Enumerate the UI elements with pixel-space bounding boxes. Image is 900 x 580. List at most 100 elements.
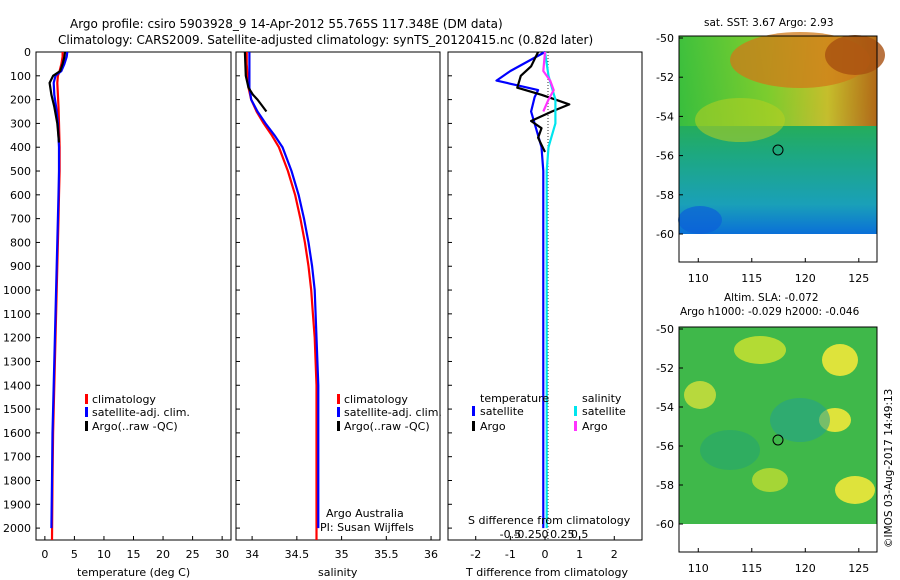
depth-tick-label: 400: [10, 141, 31, 154]
series-line-satellite-adj-clim-: [50, 51, 69, 529]
sst-cold-patch: [678, 206, 722, 234]
series-line-argo-raw-qc-: [243, 51, 268, 113]
depth-tick-label: 2000: [3, 522, 31, 535]
x-tick-label: 30: [215, 548, 229, 561]
map-x-tick-label: 110: [688, 562, 709, 575]
sla-map: Altim. SLA: -0.072 Argo h1000: -0.029 h2…: [656, 292, 878, 575]
salinity-panel: 34 34.5 35 35.5 36 salinity climatology sate…: [235, 51, 442, 579]
depth-tick-label: 1700: [3, 451, 31, 464]
legend-salinity-title: salinity: [582, 392, 622, 405]
depth-tick-label: 800: [10, 236, 31, 249]
legend-swatch-t-argo: [472, 421, 475, 431]
imos-credit: ©IMOS 03-Aug-2017 14:49:13: [883, 389, 895, 548]
sla-patch: [770, 398, 830, 442]
series-line-argo-raw-qc-: [48, 51, 67, 143]
series-line-satellite-adj-clim-: [248, 52, 320, 529]
argo-position-marker: [772, 434, 784, 446]
map-y-tick-label: -50: [656, 323, 674, 336]
map-y-tick-label: -56: [656, 150, 674, 163]
series-line-salinity-satellite: [543, 51, 557, 529]
x-tick-label: 15: [127, 548, 141, 561]
legend-swatch-argo: [85, 421, 88, 431]
x-tick-label: 35: [335, 548, 349, 561]
x-tick-label: 5: [71, 548, 78, 561]
x-tick-label: 0: [41, 548, 48, 561]
depth-tick-label: 1800: [3, 474, 31, 487]
sst-map-frame: [678, 35, 878, 263]
s-tick-label: -0.25: [513, 528, 541, 541]
series-line-satellite: [495, 51, 546, 529]
x-tick-label: 34: [245, 548, 259, 561]
legend-label-satellite: satellite-adj. clim.: [344, 406, 442, 419]
series-line-salinity-argo: [542, 51, 555, 112]
map-x-tick-label: 115: [741, 562, 762, 575]
depth-tick-label: 300: [10, 117, 31, 130]
pi-note: PI: Susan Wijffels: [320, 521, 414, 534]
legend-swatch-argo: [337, 421, 340, 431]
legend-label-satellite: satellite-adj. clim.: [92, 406, 190, 419]
map-x-tick-label: 125: [848, 562, 869, 575]
x-tick-label: 20: [156, 548, 170, 561]
header-line-1: Argo profile: csiro 5903928_9 14-Apr-201…: [70, 17, 503, 31]
temperature-xlabel: temperature (deg C): [77, 566, 190, 579]
legend-label-s-argo: Argo: [582, 420, 608, 433]
difference-panel: -2 -1 0 1 2 -0.5-0.25 0 0.250.5 temperature sal…: [447, 51, 643, 579]
depth-tick-label: 1100: [3, 308, 31, 321]
header-line-2: Climatology: CARS2009. Satellite-adjuste…: [58, 33, 593, 47]
x-tick-label: 25: [186, 548, 200, 561]
depth-tick-label: 0: [24, 46, 31, 59]
x-tick-label: 36: [424, 548, 438, 561]
map-y-tick-label: -60: [656, 518, 674, 531]
legend-swatch-climatology: [337, 394, 340, 404]
temperature-panel: 0 5 10 15 20 25 30 0 100 200 300 400 500 600 700 800 90…: [3, 46, 452, 579]
sla-patch: [835, 476, 875, 504]
sst-map-title: sat. SST: 3.67 Argo: 2.93: [704, 17, 834, 29]
legend-label-climatology: climatology: [92, 393, 156, 406]
series-line-argo: [516, 51, 571, 153]
map-y-tick-label: -52: [656, 71, 674, 84]
sst-yellow-patch: [695, 98, 785, 142]
legend-swatch-t-satellite: [472, 406, 475, 416]
x-tick-label: -2: [470, 548, 481, 561]
x-tick-label: -1: [505, 548, 516, 561]
sla-patch: [700, 430, 760, 470]
map-y-tick-label: -52: [656, 362, 674, 375]
s-tick-label: 0: [542, 528, 549, 541]
sla-patch: [752, 468, 788, 492]
sla-map-title-2: Argo h1000: -0.029 h2000: -0.046: [680, 306, 860, 318]
depth-tick-label: 1200: [3, 332, 31, 345]
depth-tick-label: 500: [10, 165, 31, 178]
legend-swatch-satellite: [85, 407, 88, 417]
sla-map-title-1: Altim. SLA: -0.072: [724, 292, 819, 304]
depth-tick-label: 100: [10, 70, 31, 83]
depth-tick-label: 1900: [3, 498, 31, 511]
depth-tick-label: 600: [10, 189, 31, 202]
legend-swatch-s-satellite: [574, 406, 577, 416]
map-y-tick-label: -58: [656, 479, 674, 492]
map-y-tick-label: -54: [656, 401, 674, 414]
s-tick-label: 0.25: [550, 528, 575, 541]
legend-label-s-satellite: satellite: [582, 405, 626, 418]
x-tick-label: 10: [97, 548, 111, 561]
sst-no-data: [679, 234, 877, 262]
map-y-tick-label: -54: [656, 110, 674, 123]
map-y-tick-label: -56: [656, 440, 674, 453]
map-x-tick-label: 120: [795, 562, 816, 575]
depth-tick-label: 200: [10, 94, 31, 107]
s-tick-label: 0.5: [571, 528, 589, 541]
sst-hot-patch: [825, 35, 885, 75]
map-x-tick-label: 115: [741, 272, 762, 285]
salinity-xlabel: salinity: [318, 566, 358, 579]
depth-tick-label: 1000: [3, 284, 31, 297]
legend-swatch-s-argo: [574, 421, 577, 431]
depth-tick-label: 1500: [3, 403, 31, 416]
map-y-tick-label: -60: [656, 228, 674, 241]
sla-no-data: [679, 524, 877, 552]
depth-tick-label: 700: [10, 213, 31, 226]
legend-label-argo: Argo(..raw -QC): [92, 420, 178, 433]
legend-label-climatology: climatology: [344, 393, 408, 406]
depth-tick-label: 1300: [3, 355, 31, 368]
legend-label-t-satellite: satellite: [480, 405, 524, 418]
x-tick-label: 2: [611, 548, 618, 561]
depth-tick-label: 1600: [3, 427, 31, 440]
